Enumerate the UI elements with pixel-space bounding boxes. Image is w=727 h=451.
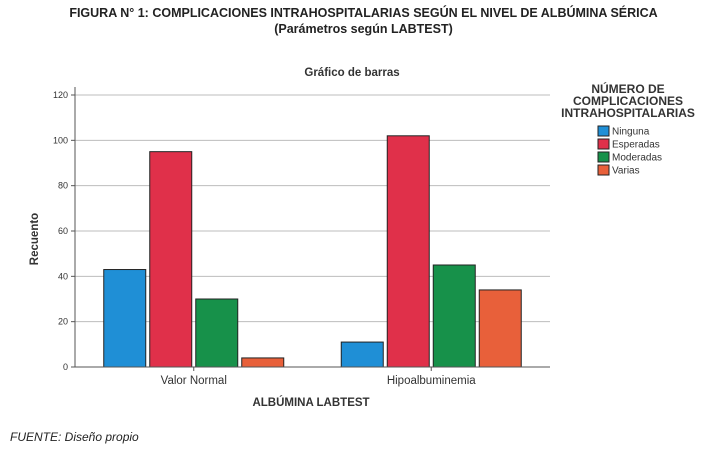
legend-swatch-moderadas [597,151,610,163]
y-axis-label: Recuento [29,213,41,265]
legend-title: NÚMERO DE [591,81,664,96]
bar-esperadas-0 [149,151,193,368]
legend-label-varias: Varias [612,166,640,177]
axes: 0 20 40 60 80 100 120 Valor Normal Hipoalbuminem… [53,87,550,387]
legend: NÚMERO DECOMPLICACIONESINTRAHOSPITALARIA… [561,81,695,177]
y-tick-label: 80 [58,181,68,191]
legend-title: INTRAHOSPITALARIAS [561,106,695,120]
y-tick-label: 100 [53,135,68,145]
source-note: FUENTE: Diseño propio [10,430,139,444]
bar-esperadas-1 [386,135,430,368]
legend-title: COMPLICACIONES [573,94,683,108]
bar-ninguna-0 [103,269,147,368]
x-tick-label: Valor Normal [161,375,227,387]
legend-label-moderadas: Moderadas [612,153,662,164]
bar-ninguna-1 [340,341,384,368]
y-tick-label: 40 [58,271,68,281]
legend-swatch-ninguna [597,125,610,137]
x-axis-label: ALBÚMINA LABTEST [252,396,369,409]
legend-label-ninguna: Ninguna [612,127,650,138]
bars [103,135,522,368]
bar-varias-1 [478,289,522,368]
y-tick-label: 0 [63,362,68,372]
y-tick-label: 120 [53,90,68,100]
legend-swatch-varias [597,164,610,176]
y-tick-label: 60 [58,226,68,236]
bar-varias-0 [241,357,285,368]
chart-title: Gráfico de barras [304,67,399,79]
bar-moderadas-0 [195,298,239,368]
y-tick-label: 20 [58,317,68,327]
bar-chart: Gráfico de barras 0 20 40 60 80 100 120 Valor N… [29,67,695,409]
x-tick-label: Hipoalbuminemia [387,375,476,387]
legend-swatch-esperadas [597,138,610,150]
legend-label-esperadas: Esperadas [612,140,660,151]
figure-subtitle: (Parámetros según LABTEST) [274,22,453,36]
figure-title: FIGURA N° 1: COMPLICACIONES INTRAHOSPITA… [69,6,658,20]
bar-moderadas-1 [432,264,476,368]
